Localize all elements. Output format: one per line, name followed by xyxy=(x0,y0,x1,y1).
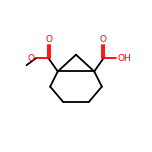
Text: OH: OH xyxy=(117,54,131,63)
Text: O: O xyxy=(28,54,35,63)
Text: O: O xyxy=(100,35,107,44)
Text: O: O xyxy=(45,35,52,44)
